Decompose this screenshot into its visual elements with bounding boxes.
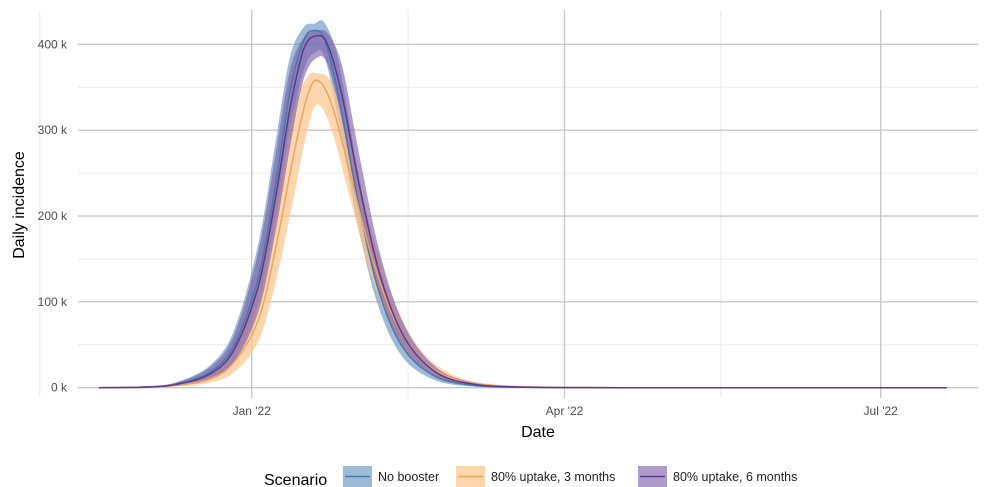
line-series-3 bbox=[98, 34, 947, 389]
y-tick-label: 300 k bbox=[38, 123, 68, 137]
band-series-1 bbox=[98, 20, 947, 388]
y-tick-label: 200 k bbox=[38, 209, 68, 223]
grid bbox=[39, 10, 978, 398]
x-tick-label: Jan '22 bbox=[233, 404, 272, 418]
legend-label: 80% uptake, 6 months bbox=[673, 470, 797, 484]
y-tick-label: 0 k bbox=[51, 381, 68, 395]
x-tick-label: Jul '22 bbox=[864, 404, 899, 418]
y-tick-label: 100 k bbox=[38, 295, 68, 309]
y-axis-ticks: 0 k 100 k 200 k 300 k 400 k bbox=[38, 37, 68, 394]
legend-item-1: No booster bbox=[343, 466, 439, 487]
band-series-3 bbox=[98, 29, 947, 388]
line-series-2 bbox=[98, 79, 947, 389]
legend-item-2: 80% uptake, 3 months bbox=[456, 466, 615, 487]
legend-label: No booster bbox=[378, 470, 439, 484]
line-series-1 bbox=[98, 29, 947, 389]
legend-title: Scenario bbox=[264, 472, 327, 487]
uncertainty-bands bbox=[98, 20, 947, 388]
legend-label: 80% uptake, 3 months bbox=[491, 470, 615, 484]
y-tick-label: 400 k bbox=[38, 37, 68, 51]
y-axis-title: Daily incidence bbox=[11, 151, 28, 259]
median-lines bbox=[98, 29, 947, 389]
legend: Scenario No booster 80% uptake, 3 months 8… bbox=[264, 466, 797, 487]
x-axis-title: Date bbox=[521, 424, 555, 441]
x-tick-label: Apr '22 bbox=[546, 404, 584, 418]
legend-item-3: 80% uptake, 6 months bbox=[638, 466, 797, 487]
band-series-2 bbox=[98, 72, 947, 388]
x-axis-ticks: Jan '22 Apr '22 Jul '22 bbox=[233, 404, 899, 418]
